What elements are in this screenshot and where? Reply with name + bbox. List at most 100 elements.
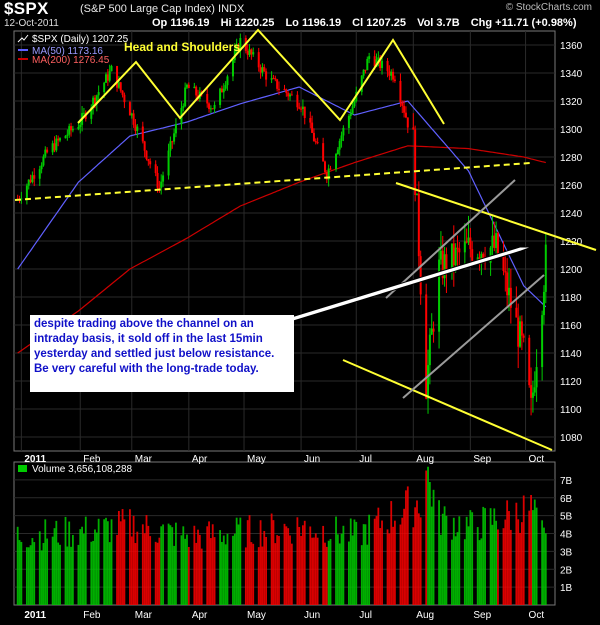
- volume-bar: [116, 534, 118, 605]
- volume-bar: [33, 542, 36, 605]
- volume-bar: [366, 544, 369, 605]
- price-bar-body: [316, 142, 319, 144]
- price-bar-body: [57, 138, 60, 141]
- price-bar-body: [489, 247, 492, 263]
- price-bar-body: [237, 44, 240, 51]
- price-bar-body: [311, 122, 314, 133]
- price-bar-body: [528, 337, 531, 386]
- price-bar-body: [329, 168, 332, 170]
- volume-bar: [235, 517, 238, 605]
- volume-bar: [29, 545, 32, 605]
- volume-bar: [169, 525, 172, 605]
- volume-bar: [119, 521, 122, 605]
- exchange-label: INDX: [218, 3, 245, 15]
- price-bar-body: [44, 149, 47, 157]
- price-bar-body: [147, 159, 150, 162]
- volume-bar: [465, 516, 468, 605]
- price-bar-body: [184, 87, 187, 107]
- price-bar-body: [276, 79, 279, 89]
- volume-bar: [31, 538, 34, 605]
- volume-bar: [493, 508, 496, 605]
- open-value: Op 1196.19: [152, 17, 210, 29]
- price-bar-body: [277, 88, 280, 90]
- volume-bar: [491, 524, 494, 605]
- x-tick-label: 2011: [24, 454, 46, 465]
- volume-bar: [373, 518, 376, 605]
- volume-tick-label: 7B: [560, 476, 573, 487]
- price-bar-body: [134, 124, 137, 131]
- x-tick-label: Jul: [359, 454, 372, 465]
- volume-bar: [274, 543, 277, 605]
- volume-bar: [105, 517, 107, 605]
- price-tick-label: 1280: [560, 153, 583, 164]
- volume-bar: [198, 534, 201, 605]
- volume-bar: [162, 524, 164, 605]
- volume-bar: [324, 542, 326, 605]
- volume-bar: [480, 538, 483, 605]
- head-shoulders-pattern: [77, 28, 445, 125]
- volume-bar: [520, 522, 523, 605]
- price-bar-body: [31, 175, 34, 183]
- volume-bar: [285, 526, 288, 605]
- volume-bar: [108, 542, 111, 605]
- x-tick-label: May: [247, 454, 266, 465]
- price-bar-body: [222, 88, 225, 93]
- ma200-line: [17, 145, 546, 354]
- price-bar-body: [209, 108, 212, 110]
- volume-bar: [237, 524, 240, 605]
- x-tick-label: Apr: [192, 610, 208, 621]
- price-bar-body: [335, 154, 338, 170]
- price-legend: $SPX (Daily) 1207.25 MA(50) 1173.16 MA(2…: [17, 34, 129, 66]
- price-bar-body: [220, 88, 223, 93]
- volume-bar: [348, 541, 350, 605]
- price-bar-body: [360, 75, 363, 92]
- volume-bar: [211, 524, 214, 605]
- volume-bar: [484, 508, 486, 605]
- volume-bar: [379, 528, 382, 605]
- volume-bar: [419, 517, 422, 605]
- volume-bar: [406, 486, 409, 605]
- volume-bar: [66, 546, 69, 605]
- volume-bar: [143, 533, 146, 605]
- volume-bar: [375, 516, 378, 605]
- price-bar-body: [185, 84, 188, 88]
- volume-bar: [351, 535, 354, 605]
- volume-bar: [129, 509, 131, 605]
- volume-bar: [340, 533, 343, 605]
- volume-value: Vol 3.7B: [417, 17, 460, 29]
- volume-bar: [296, 517, 299, 605]
- volume-bar: [388, 533, 391, 605]
- volume-tick-label: 1B: [560, 583, 573, 594]
- price-tick-label: 1200: [560, 265, 583, 276]
- price-bar-body: [517, 317, 520, 347]
- volume-bar: [355, 521, 358, 605]
- price-bar-body: [290, 94, 293, 96]
- volume-bar: [325, 546, 328, 605]
- price-bar-body: [143, 141, 146, 151]
- volume-bar: [386, 529, 389, 605]
- price-bar-body: [55, 138, 58, 151]
- price-bar-body: [40, 165, 43, 170]
- volume-bar: [425, 470, 428, 605]
- volume-bar: [239, 517, 242, 605]
- volume-bar: [248, 515, 251, 605]
- volume-bar: [309, 526, 312, 605]
- channel-upper: [385, 179, 516, 299]
- price-bar-body: [25, 185, 28, 199]
- volume-bar: [209, 538, 212, 605]
- price-bar-body: [351, 106, 354, 114]
- volume-bar: [186, 534, 188, 605]
- x-tick-label: Feb: [83, 610, 101, 621]
- volume-bar: [130, 536, 133, 605]
- volume-bar: [90, 541, 93, 605]
- volume-bar: [298, 526, 301, 605]
- price-bar-body: [388, 71, 391, 76]
- volume-bar: [51, 536, 54, 605]
- volume-legend: Volume 3,656,108,288: [18, 464, 133, 475]
- volume-bar: [92, 540, 95, 605]
- volume-bar: [250, 542, 253, 605]
- price-bar-body: [97, 92, 100, 96]
- volume-bar: [412, 527, 415, 605]
- price-bar-body: [541, 315, 544, 368]
- price-bar-body: [173, 133, 176, 142]
